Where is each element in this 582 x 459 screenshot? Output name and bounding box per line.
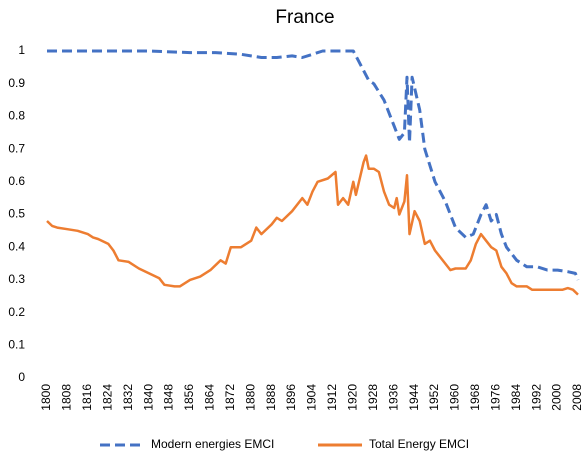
x-tick-label: 1856 — [182, 384, 196, 411]
y-tick-label: 0.4 — [8, 239, 25, 253]
x-tick-label: 1960 — [448, 384, 462, 411]
y-tick-label: 0.7 — [8, 141, 25, 155]
x-tick-label: 1864 — [203, 384, 217, 411]
legend-label: Total Energy EMCI — [369, 437, 469, 451]
x-tick-label: 1888 — [264, 384, 278, 411]
y-tick-label: 0.9 — [8, 76, 25, 90]
y-tick-label: 0.2 — [8, 305, 25, 319]
x-tick-label: 1912 — [325, 384, 339, 411]
y-tick-label: 0 — [18, 370, 25, 384]
x-tick-label: 1808 — [60, 384, 74, 411]
chart-title: France — [275, 7, 334, 28]
x-tick-label: 1824 — [100, 384, 114, 411]
x-tick-label: 1816 — [80, 384, 94, 411]
y-tick-label: 0.8 — [8, 109, 25, 123]
y-tick-label: 0.6 — [8, 174, 25, 188]
y-tick-label: 1 — [18, 43, 25, 57]
x-tick-label: 1872 — [223, 384, 237, 411]
x-tick-label: 2008 — [570, 384, 582, 411]
x-tick-label: 1832 — [121, 384, 135, 411]
x-tick-label: 1952 — [427, 384, 441, 411]
x-tick-label: 1880 — [243, 384, 257, 411]
x-tick-label: 1800 — [39, 384, 53, 411]
x-tick-label: 1928 — [366, 384, 380, 411]
y-tick-label: 0.5 — [8, 207, 25, 221]
x-tick-label: 1984 — [509, 384, 523, 411]
line-series — [46, 154, 579, 296]
x-tick-label: 1968 — [468, 384, 482, 411]
line-series — [47, 49, 580, 281]
x-tick-label: 1920 — [346, 384, 360, 411]
x-tick-label: 1944 — [407, 384, 421, 411]
x-tick-label: 2000 — [550, 384, 564, 411]
x-tick-label: 1904 — [305, 384, 319, 411]
x-tick-label: 1896 — [284, 384, 298, 411]
x-tick-label: 1976 — [488, 384, 502, 411]
y-tick-label: 0.3 — [8, 272, 25, 286]
y-tick-label: 0.1 — [8, 337, 25, 351]
x-tick-label: 1848 — [162, 384, 176, 411]
x-tick-label: 1992 — [529, 384, 543, 411]
legend-label: Modern energies EMCI — [151, 437, 274, 451]
x-tick-label: 1936 — [386, 384, 400, 411]
x-tick-label: 1840 — [141, 384, 155, 411]
